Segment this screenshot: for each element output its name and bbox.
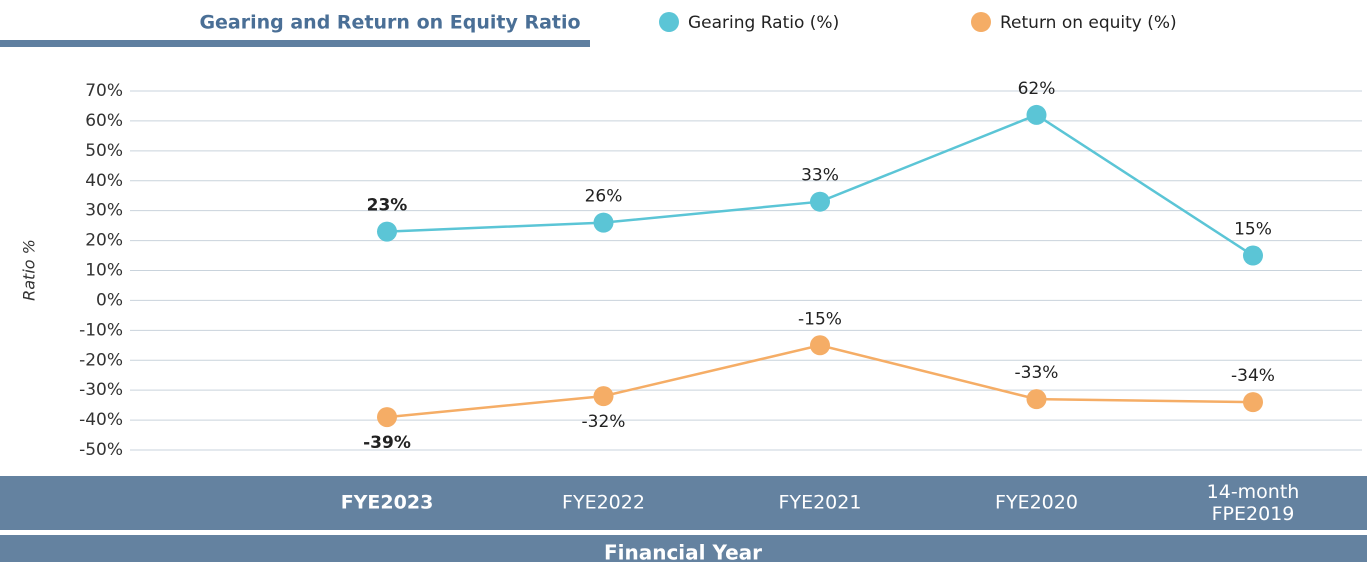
data-label: -32% [582,412,626,432]
data-label: -39% [363,433,411,453]
series-line [386,344,1254,419]
data-label: -15% [798,309,842,329]
y-tick-label: 30% [85,201,123,221]
legend-swatch [971,12,991,32]
y-tick-label: 0% [96,290,123,310]
x-axis-band [0,535,1367,562]
data-label: -34% [1231,366,1275,386]
data-point [810,335,830,356]
data-point [377,221,397,242]
data-label: 33% [801,166,839,186]
data-point [1026,389,1047,410]
category-band [0,476,1367,530]
y-tick-label: 70% [85,81,123,101]
y-tick-label: 50% [85,141,123,161]
data-label: 23% [367,196,408,216]
chart-title: Gearing and Return on Equity Ratio [199,12,580,34]
data-point [1243,392,1263,413]
y-tick-label: -10% [79,320,123,340]
x-tick-label: FYE2023 [341,492,434,514]
data-point [810,191,830,212]
data-point [593,212,614,233]
y-tick-label: -20% [79,350,123,370]
y-tick-label: -30% [79,380,123,400]
y-axis-label: Ratio % [20,239,39,301]
data-label: 15% [1234,220,1272,240]
y-tick-label: 10% [85,261,123,281]
x-tick-label: FYE2020 [995,492,1078,514]
data-point [1026,104,1047,125]
y-tick-label: 60% [85,111,123,131]
x-tick-label: FYE2022 [562,492,645,514]
legend-label: Gearing Ratio (%) [688,13,839,33]
x-axis-label: Financial Year [604,541,762,562]
y-tick-label: 40% [85,171,123,191]
data-label: 26% [585,187,623,207]
data-label: 62% [1018,79,1056,99]
title-underline [0,40,590,47]
x-tick-label: 14-month FPE2019 [1207,481,1300,525]
data-point [593,386,614,407]
x-tick-label: FYE2021 [779,492,862,514]
y-tick-label: -40% [79,410,123,430]
legend-swatch [659,12,679,32]
y-tick-label: 20% [85,231,123,251]
data-point [1243,245,1263,266]
data-point [377,407,397,428]
y-tick-label: -50% [79,440,123,460]
legend-label: Return on equity (%) [1000,13,1177,33]
data-label: -33% [1015,363,1059,383]
